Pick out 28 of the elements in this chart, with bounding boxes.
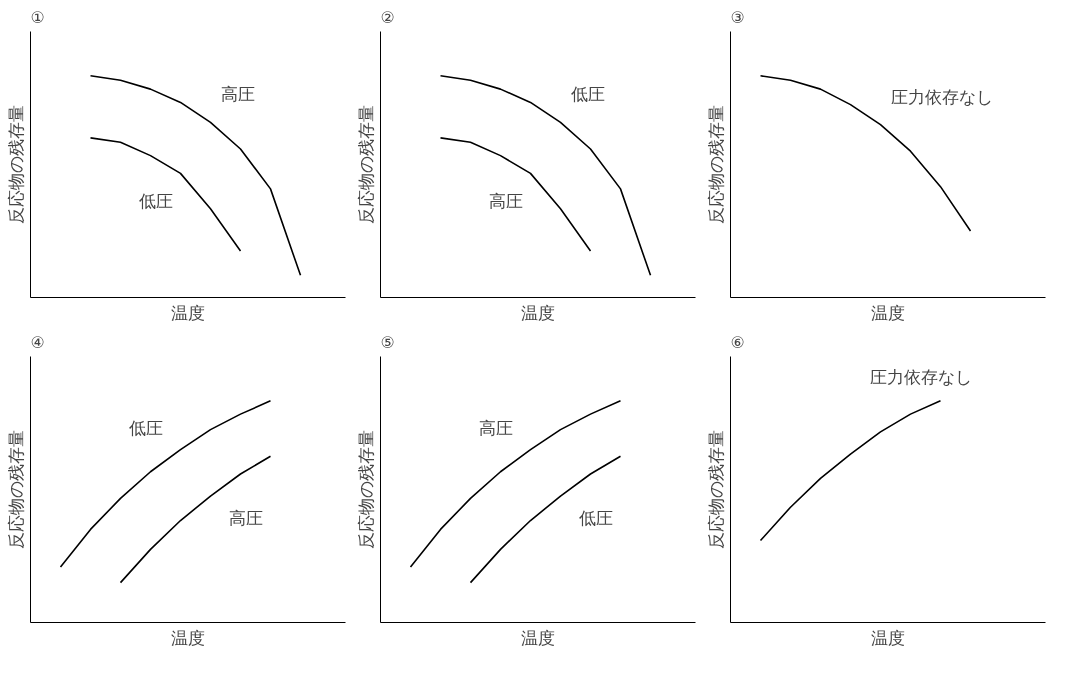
x-axis-title: 温度 [521, 627, 555, 648]
y-axis-title: 反応物の残存量 [5, 430, 26, 549]
series-label: 圧力依存なし [869, 366, 972, 387]
series-label: 低圧 [570, 84, 605, 105]
chart-title: ① [30, 7, 45, 27]
chart-title: ② [380, 7, 395, 27]
x-axis-title: 温度 [871, 302, 905, 323]
chart-title: ④ [30, 332, 45, 352]
series-label: 低圧 [128, 417, 163, 438]
chart-title: ⑥ [730, 332, 745, 352]
series-label: 高圧 [488, 191, 523, 212]
y-axis-title: 反応物の残存量 [705, 105, 726, 224]
series-label: 圧力依存なし [890, 86, 993, 107]
x-axis-title: 温度 [871, 627, 905, 648]
series-label: 高圧 [228, 508, 263, 529]
y-axis-title: 反応物の残存量 [355, 430, 376, 549]
y-axis-title: 反応物の残存量 [355, 105, 376, 224]
y-axis-title: 反応物の残存量 [5, 105, 26, 224]
series-label: 低圧 [578, 508, 613, 529]
series-label: 高圧 [220, 84, 255, 105]
x-axis-title: 温度 [171, 302, 205, 323]
x-axis-title: 温度 [521, 302, 555, 323]
chart-title: ⑤ [380, 332, 395, 352]
chart-title: ③ [730, 7, 745, 27]
series-label: 高圧 [478, 417, 513, 438]
x-axis-title: 温度 [171, 627, 205, 648]
y-axis-title: 反応物の残存量 [705, 430, 726, 549]
series-label: 低圧 [138, 191, 173, 212]
